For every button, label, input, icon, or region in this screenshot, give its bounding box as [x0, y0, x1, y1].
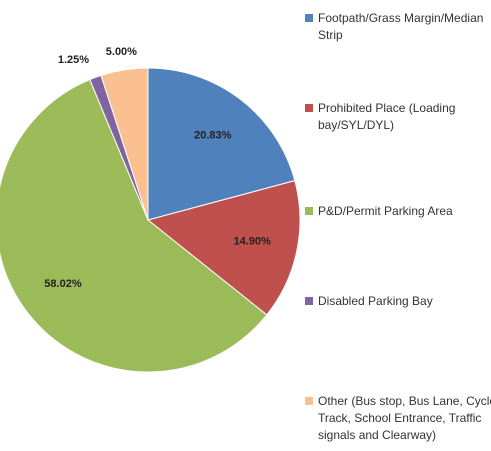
legend-label: Other (Bus stop, Bus Lane, Cycle Track, … [318, 394, 491, 442]
legend-label: Disabled Parking Bay [318, 294, 433, 308]
pie-slice [147, 67, 296, 221]
legend-label: P&D/Permit Parking Area [318, 204, 453, 218]
legend-entry: Footpath/Grass Margin/Median Strip [305, 10, 491, 44]
data-label: 14.90% [233, 236, 271, 248]
legend-swatch [305, 207, 313, 215]
pie-slice [146, 180, 300, 316]
legend-swatch [305, 397, 313, 405]
data-label: 1.25% [58, 54, 89, 66]
legend-entry: Prohibited Place (Loading bay/SYL/DYL) [305, 100, 491, 134]
legend-label: Footpath/Grass Margin/Median Strip [318, 11, 484, 42]
pie-area: 20.83% 14.90% 58.02% 1.25% 5.00% [0, 46, 300, 373]
pie-slice [0, 78, 268, 373]
pie-slice [100, 67, 149, 221]
legend-entry: P&D/Permit Parking Area [305, 203, 491, 220]
legend-label: Prohibited Place (Loading bay/SYL/DYL) [318, 101, 456, 132]
legend-swatch [305, 104, 313, 112]
legend-entry: Other (Bus stop, Bus Lane, Cycle Track, … [305, 393, 491, 444]
legend-swatch [305, 297, 313, 305]
data-label: 58.02% [44, 278, 82, 290]
data-label: 20.83% [194, 129, 232, 141]
data-label: 5.00% [106, 46, 137, 58]
legend-entry: Disabled Parking Bay [305, 293, 491, 310]
legend-swatch [305, 14, 313, 22]
